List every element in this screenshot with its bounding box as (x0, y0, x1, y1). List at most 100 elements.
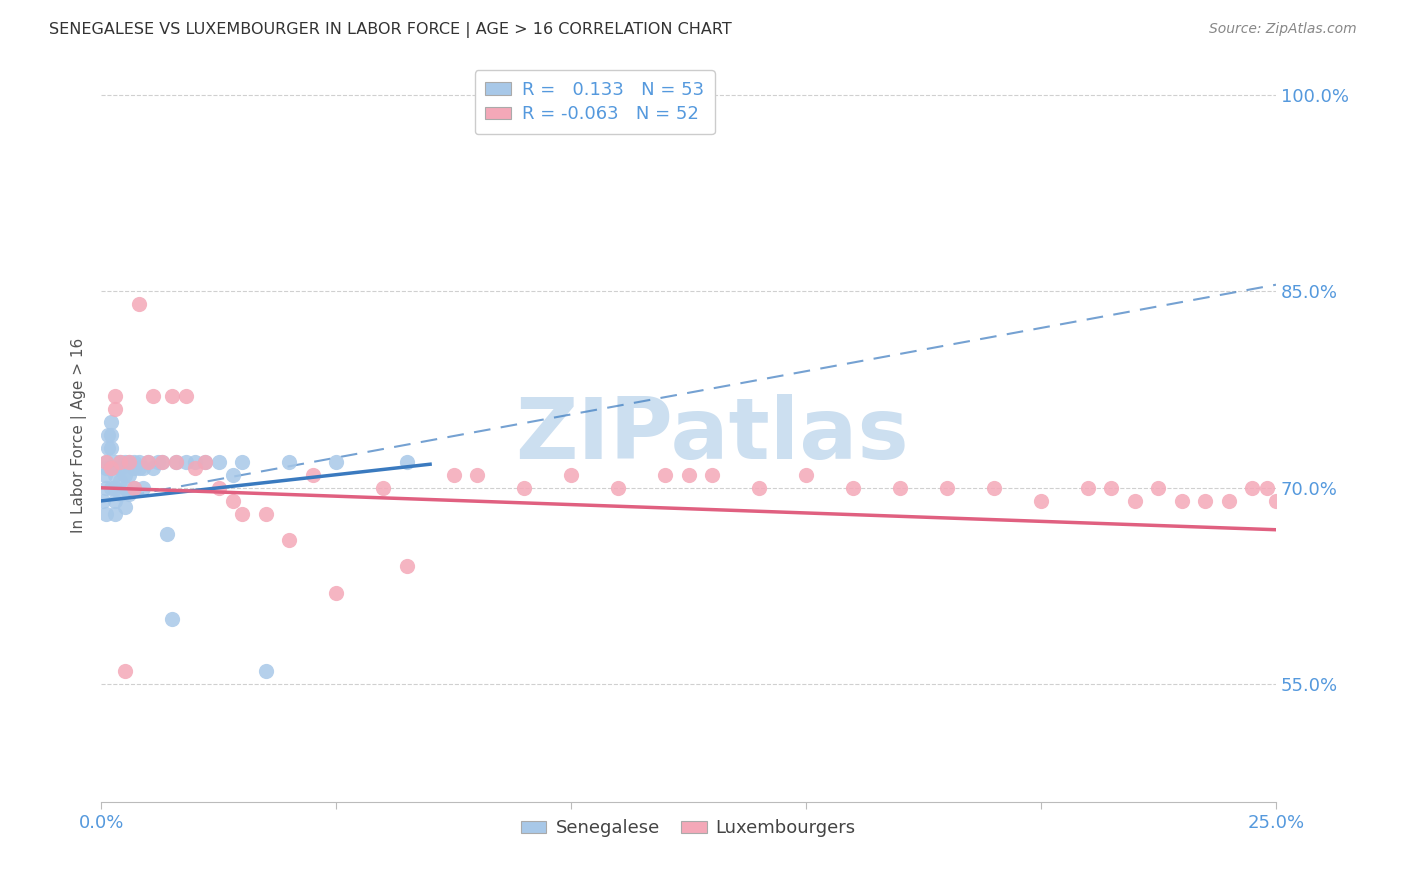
Point (165, 454, 187, 468)
Point (160, 389, 183, 403)
Point (325, 585, 347, 599)
Point (94, 461, 117, 475)
Point (443, 467, 465, 482)
Point (150, 454, 173, 468)
Point (122, 461, 145, 475)
Point (108, 461, 131, 475)
Point (222, 467, 245, 482)
Point (254, 665, 277, 679)
Point (118, 487, 141, 501)
Point (100, 461, 122, 475)
Point (184, 461, 207, 475)
Point (254, 507, 277, 521)
Point (97, 428, 120, 442)
Point (1218, 494, 1240, 508)
Point (150, 454, 173, 468)
Point (122, 454, 145, 468)
Point (325, 454, 347, 468)
Point (156, 526, 179, 541)
Point (174, 454, 197, 468)
Point (128, 461, 150, 475)
Point (128, 454, 150, 468)
Point (122, 481, 145, 495)
Point (160, 612, 183, 626)
Point (1123, 494, 1146, 508)
Point (104, 494, 127, 508)
Point (104, 467, 127, 482)
Point (222, 494, 245, 508)
Point (104, 389, 127, 403)
Point (94, 454, 117, 468)
Point (301, 467, 323, 482)
Point (94, 481, 117, 495)
Point (654, 467, 676, 482)
Point (1265, 494, 1288, 508)
Point (936, 481, 959, 495)
Point (100, 428, 122, 442)
Point (842, 481, 865, 495)
Point (114, 665, 136, 679)
Point (207, 481, 229, 495)
Point (193, 454, 215, 468)
Point (174, 389, 197, 403)
Point (184, 454, 207, 468)
Point (108, 487, 131, 501)
Point (114, 467, 136, 482)
Point (794, 467, 817, 482)
Point (1256, 481, 1278, 495)
Text: ZIPatlas: ZIPatlas (515, 394, 908, 477)
Point (100, 461, 122, 475)
Point (278, 533, 301, 548)
Point (128, 297, 150, 311)
Point (104, 481, 127, 495)
Point (114, 454, 136, 468)
Point (142, 389, 165, 403)
Point (395, 454, 418, 468)
Point (100, 415, 122, 429)
Point (132, 461, 155, 475)
Point (93, 494, 115, 508)
Point (146, 454, 169, 468)
Point (465, 467, 488, 482)
Point (100, 481, 122, 495)
Point (114, 500, 136, 515)
Point (94, 467, 117, 482)
Point (142, 461, 165, 475)
Point (1274, 573, 1296, 587)
Point (1029, 494, 1052, 508)
Point (231, 454, 253, 468)
Point (193, 454, 215, 468)
Point (118, 467, 141, 482)
Point (136, 454, 159, 468)
Point (700, 467, 723, 482)
Point (165, 454, 187, 468)
Point (136, 454, 159, 468)
Point (118, 454, 141, 468)
Point (607, 481, 630, 495)
Point (1241, 481, 1264, 495)
Point (231, 507, 253, 521)
Point (371, 481, 394, 495)
Point (395, 559, 418, 574)
Point (94, 454, 117, 468)
Point (100, 442, 122, 456)
Point (108, 454, 131, 468)
Point (94, 507, 117, 521)
Point (207, 454, 229, 468)
Point (97, 442, 120, 456)
Point (278, 454, 301, 468)
Point (983, 481, 1005, 495)
Point (104, 454, 127, 468)
Point (748, 481, 770, 495)
Point (114, 481, 136, 495)
Point (678, 467, 700, 482)
Point (513, 481, 536, 495)
Point (122, 481, 145, 495)
Point (108, 454, 131, 468)
Y-axis label: In Labor Force | Age > 16: In Labor Force | Age > 16 (72, 338, 87, 533)
Point (1147, 481, 1170, 495)
Point (104, 507, 127, 521)
Legend: Senegalese, Luxembourgers: Senegalese, Luxembourgers (515, 812, 863, 845)
Point (560, 467, 582, 482)
Point (1101, 481, 1123, 495)
